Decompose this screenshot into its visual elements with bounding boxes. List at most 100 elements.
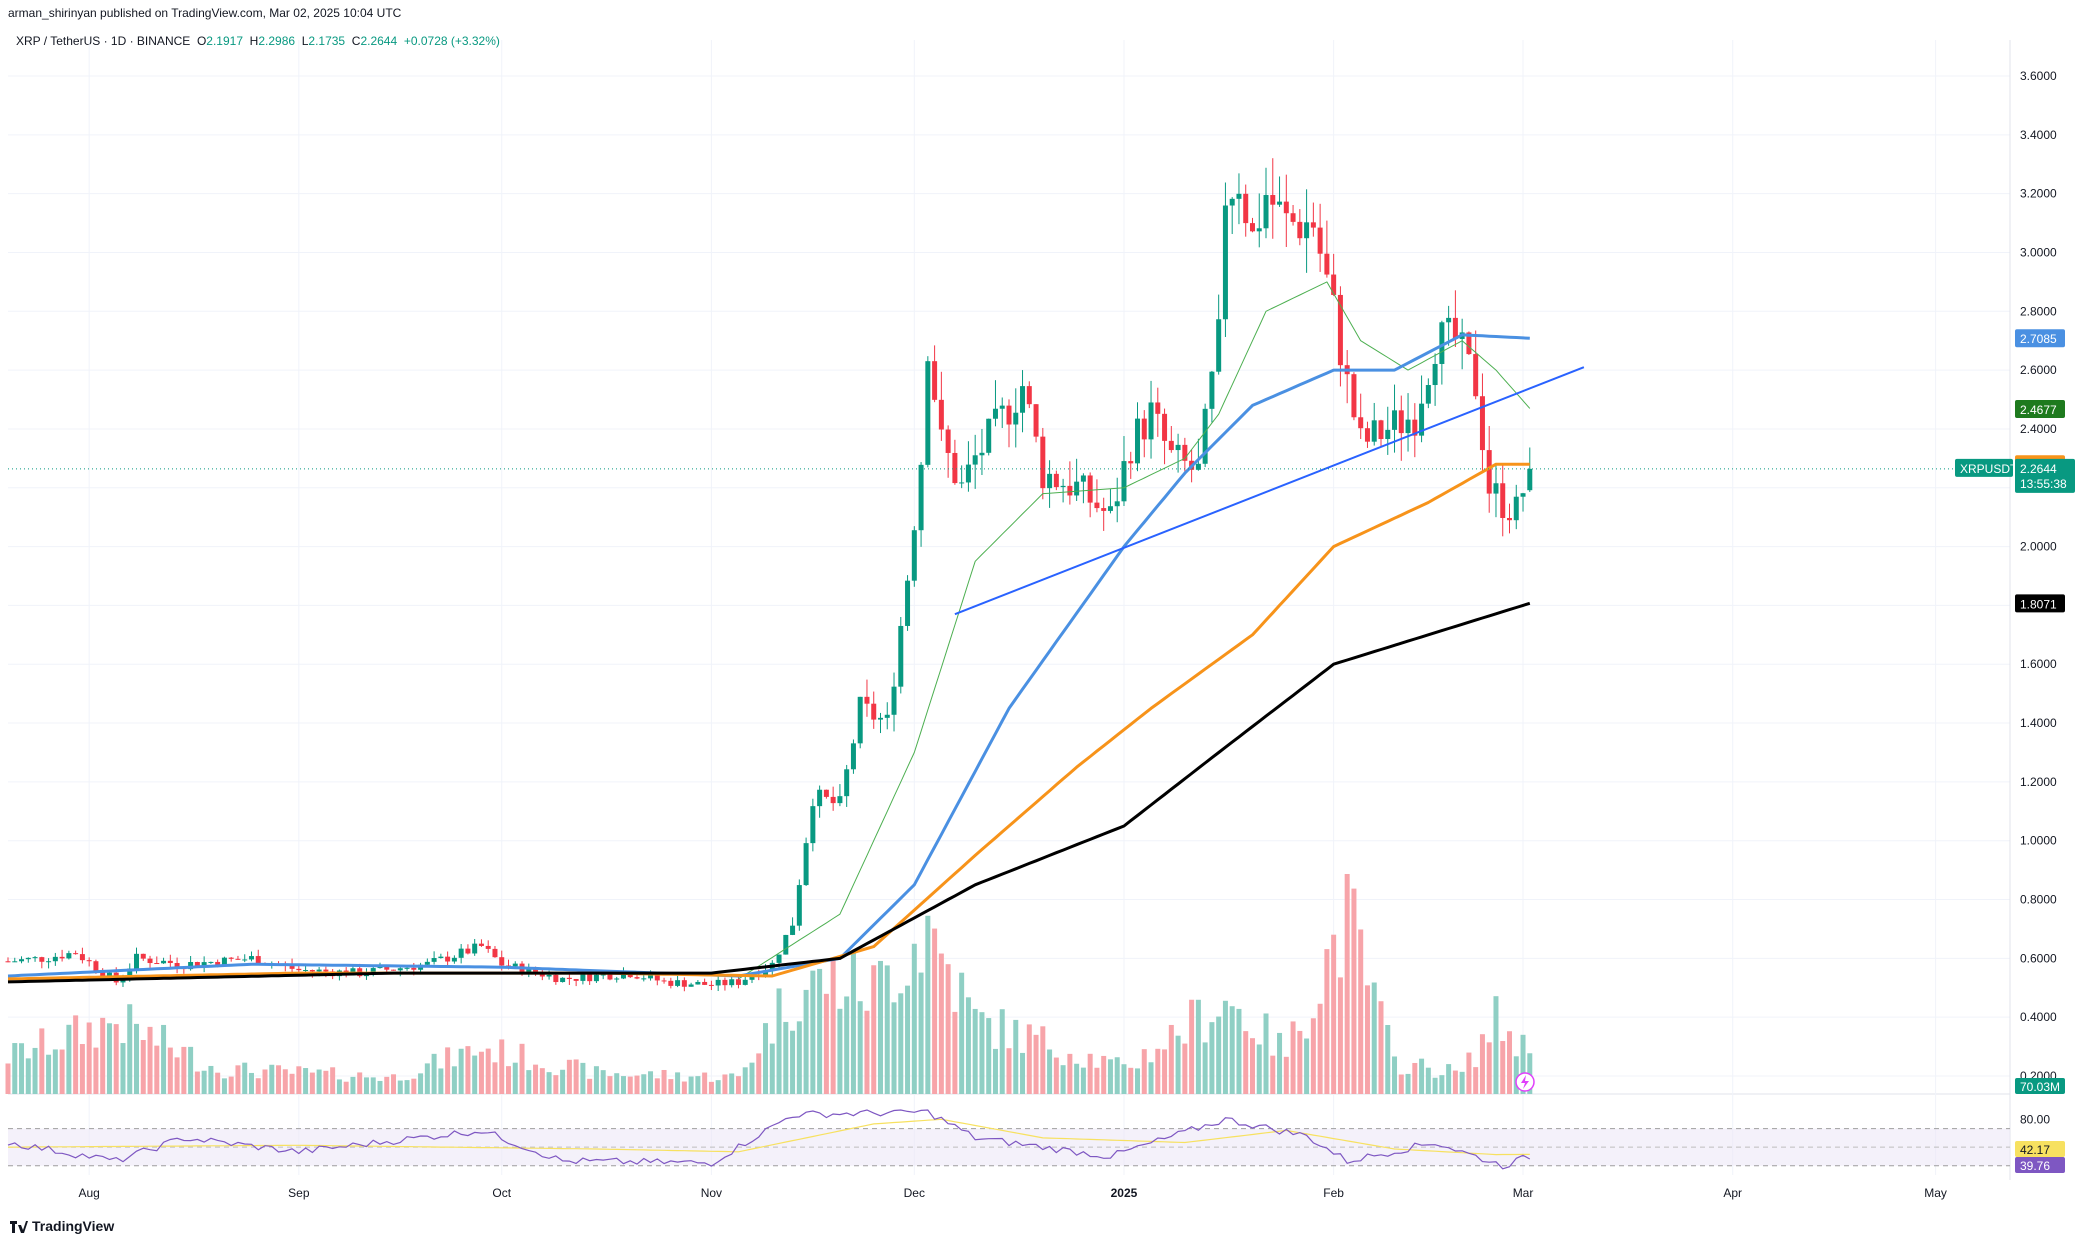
candle-body (1256, 228, 1262, 232)
volume-bar (1479, 1034, 1485, 1094)
candle-body (1385, 429, 1391, 440)
volume-bar (127, 1004, 133, 1094)
candle-body (255, 956, 261, 965)
volume-bar (411, 1078, 417, 1094)
volume-bar (864, 1010, 870, 1094)
symbol-title[interactable]: XRP / TetherUS · 1D · BINANCE (16, 34, 191, 48)
time-tick-label: Nov (701, 1186, 722, 1200)
candle-body (1419, 403, 1425, 436)
volume-badge-text: 70.03M (2020, 1080, 2060, 1094)
candle-body (1351, 374, 1357, 418)
candle-body (221, 957, 227, 966)
volume-bar (1513, 1056, 1519, 1094)
candle-body (404, 967, 410, 969)
volume-bar (857, 1001, 863, 1094)
rsi-value-badge (2015, 1141, 2065, 1157)
volume-bar (1385, 1024, 1391, 1094)
volume-bar (384, 1076, 390, 1094)
candle-body (695, 981, 701, 985)
time-tick-label: Mar (1513, 1186, 1534, 1200)
volume-bar (262, 1069, 268, 1094)
candle-body (702, 981, 708, 985)
volume-bar (1425, 1067, 1431, 1094)
volume-bar (871, 965, 877, 1094)
candle-body (167, 960, 173, 964)
candle-body (411, 967, 417, 970)
candle-body (370, 968, 376, 975)
candle-body (587, 973, 593, 982)
volume-bar (648, 1071, 654, 1094)
candle-body (1128, 461, 1134, 464)
candle-body (1209, 371, 1215, 409)
candle-body (965, 464, 971, 483)
volume-bar (323, 1070, 329, 1094)
candle-body (580, 973, 586, 981)
rsi-value-text: 42.17 (2020, 1143, 2050, 1157)
candle-body (627, 973, 633, 978)
candle-body (1236, 193, 1242, 199)
candle-body (1148, 402, 1154, 440)
volume-bar (363, 1077, 369, 1094)
candle-body (1371, 420, 1377, 442)
volume-bar (269, 1064, 275, 1094)
candle-body (492, 948, 498, 958)
candle-body (1466, 332, 1472, 355)
volume-bar (242, 1062, 248, 1094)
volume-bar (1053, 1057, 1059, 1094)
candle-body (1439, 322, 1445, 364)
volume-bar (715, 1080, 721, 1094)
volume-bar (1263, 1013, 1269, 1094)
candle-body (817, 789, 823, 807)
candle-body (986, 418, 992, 453)
volume-bar (465, 1046, 471, 1094)
candle-body (242, 959, 248, 961)
candle-body (796, 885, 802, 926)
volume-bar (1364, 985, 1370, 1094)
close-label: C (351, 34, 361, 48)
volume-bar (803, 989, 809, 1094)
series-ma50 (7, 333, 1530, 978)
volume-bar (201, 1070, 207, 1094)
candle-body (1040, 436, 1046, 489)
volume-bar (1392, 1056, 1398, 1094)
volume-bar (776, 988, 782, 1094)
candle-body (992, 408, 998, 419)
volume-bar (641, 1074, 647, 1094)
high-value: 2.2986 (258, 34, 296, 48)
candle-body (1101, 508, 1107, 511)
candle-body (952, 452, 958, 484)
candle-body (1195, 463, 1201, 470)
price-tick-label: 2.4000 (2020, 422, 2057, 436)
volume-bar (1249, 1038, 1255, 1094)
candle-body (12, 961, 18, 963)
candle-body (465, 948, 471, 954)
candle-body (1392, 410, 1398, 430)
time-tick-label: Oct (492, 1186, 511, 1200)
candle-body (776, 954, 782, 963)
candle-body (127, 968, 133, 977)
volume-bar (566, 1059, 572, 1094)
candle-body (174, 963, 180, 968)
tradingview-logo: TradingView (10, 1218, 114, 1234)
candle-body (1520, 493, 1526, 497)
volume-bar (898, 993, 904, 1094)
volume-bar (959, 972, 965, 1094)
volume-bar (999, 1009, 1005, 1094)
time-axis[interactable]: Aug Sep Oct Nov Dec 2025 Feb Mar Apr May (78, 1186, 1946, 1200)
volume-bar (614, 1073, 620, 1094)
price-tick-label: 0.6000 (2020, 951, 2057, 965)
candle-body (891, 686, 897, 715)
volume-bar (1114, 1057, 1120, 1094)
candle-body (73, 953, 79, 955)
volume-bar (526, 1070, 532, 1094)
volume-bar (992, 1048, 998, 1094)
high-label: H (249, 34, 259, 48)
candle-body (607, 974, 613, 980)
candle-body (1432, 363, 1438, 386)
price-axis[interactable]: 3.6000 3.4000 3.2000 3.0000 2.8000 2.6000 2.40… (2020, 69, 2057, 1083)
volume-bar (296, 1066, 302, 1094)
volume-bar (1304, 1038, 1310, 1094)
rsi-value-badge (2015, 1157, 2065, 1173)
candle-body (235, 958, 241, 960)
